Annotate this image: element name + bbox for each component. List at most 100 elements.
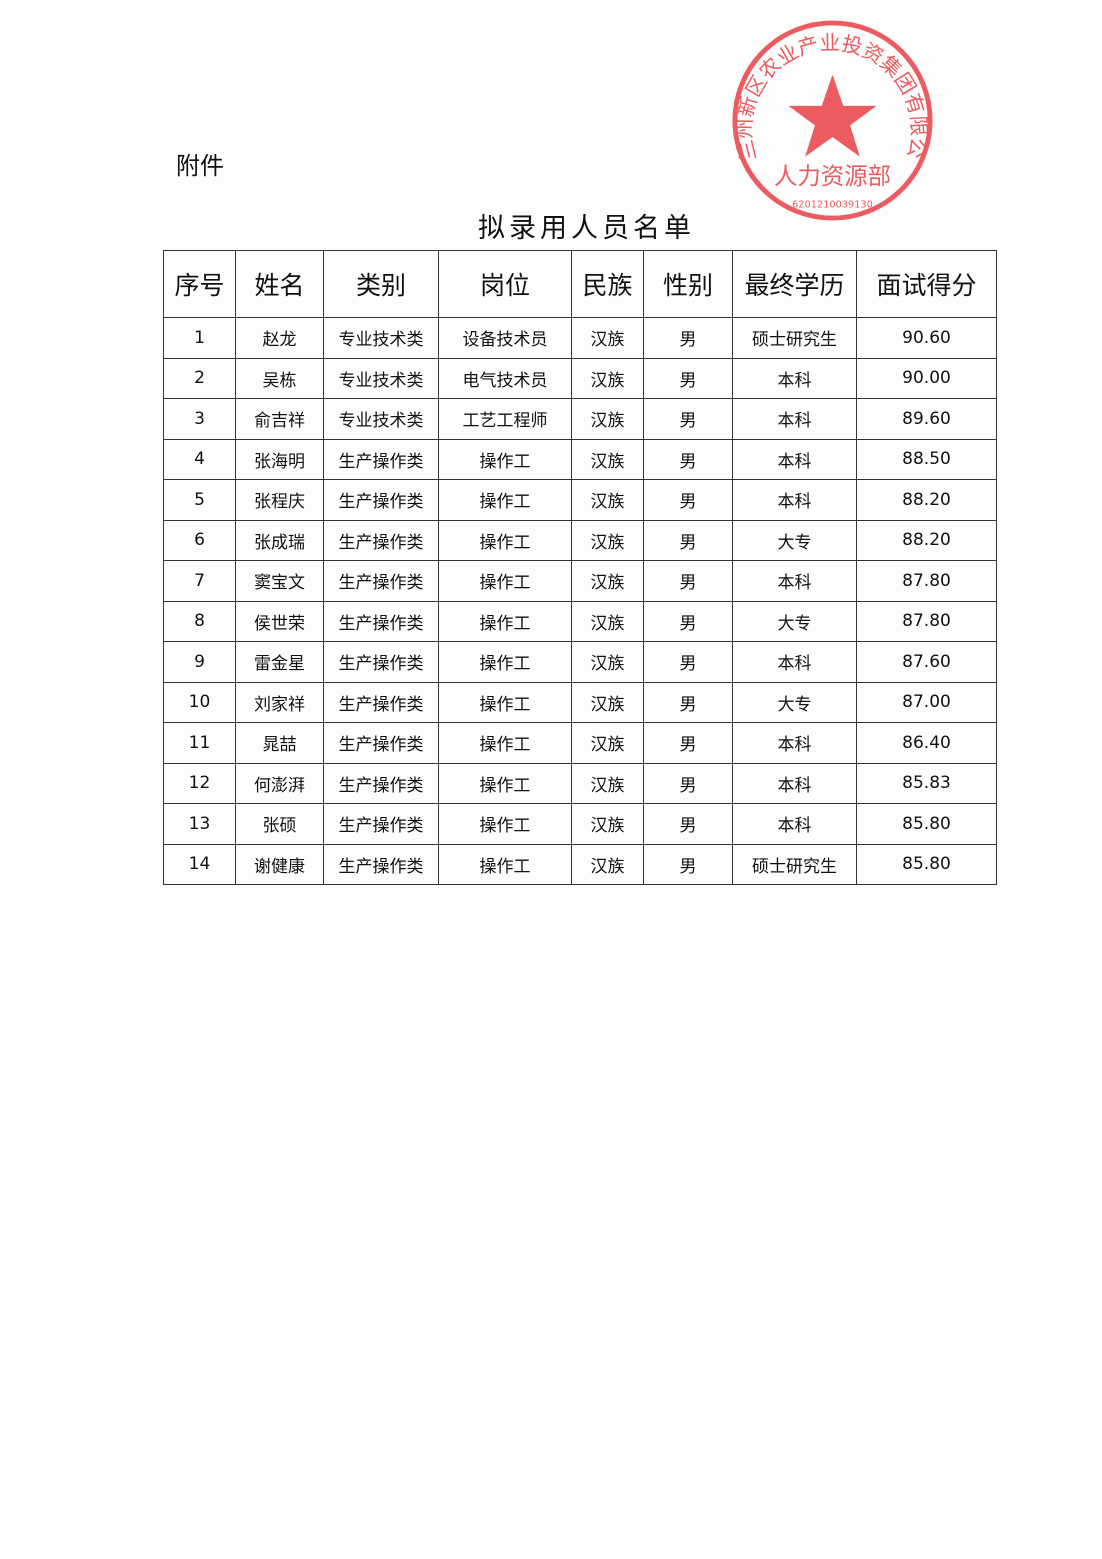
- table-cell: 晁喆: [235, 722, 324, 764]
- table-cell: 大专: [732, 681, 857, 723]
- table-cell: 操作工: [438, 600, 572, 642]
- table-cell: 87.00: [856, 681, 997, 723]
- table-cell: 87.80: [856, 560, 997, 602]
- column-header: 序号: [163, 250, 236, 318]
- table-row: 1 赵龙 专业技术类 设备技术员 汉族男硕士研究生 90.60: [163, 317, 997, 359]
- table-cell: 生产操作类: [323, 519, 439, 561]
- table-cell: 汉族: [571, 762, 644, 804]
- table-cell: 男: [643, 398, 733, 440]
- table-cell: 生产操作类: [323, 722, 439, 764]
- table-row: 5 张程庆 生产操作类 操作工 汉族男本科 88.20: [163, 479, 997, 521]
- table-cell: 汉族: [571, 357, 644, 399]
- table-cell: 5: [163, 479, 236, 521]
- column-header: 最终学历: [732, 250, 857, 318]
- table-cell: 操作工: [438, 722, 572, 764]
- column-header: 民族: [571, 250, 644, 318]
- table-cell: 男: [643, 803, 733, 845]
- table-cell: 男: [643, 317, 733, 359]
- table-row: 12 何澎湃 生产操作类 操作工 汉族男本科 85.83: [163, 762, 997, 804]
- table-cell: 硕士研究生: [732, 843, 857, 885]
- table-cell: 操作工: [438, 681, 572, 723]
- table-cell: 本科: [732, 479, 857, 521]
- table-cell: 生产操作类: [323, 560, 439, 602]
- table-cell: 操作工: [438, 762, 572, 804]
- table-cell: 专业技术类: [323, 357, 439, 399]
- table-cell: 吴栋: [235, 357, 324, 399]
- table-cell: 2: [163, 357, 236, 399]
- table-row: 10 刘家祥 生产操作类 操作工 汉族男大专 87.00: [163, 681, 997, 723]
- table-cell: 生产操作类: [323, 641, 439, 683]
- table-cell: 4: [163, 438, 236, 480]
- seal-code-text: 6201210039130: [792, 199, 873, 210]
- table-cell: 赵龙: [235, 317, 324, 359]
- table-row: 11 晁喆 生产操作类 操作工 汉族男本科 86.40: [163, 722, 997, 764]
- table-cell: 张成瑞: [235, 519, 324, 561]
- table-cell: 13: [163, 803, 236, 845]
- table-cell: 大专: [732, 519, 857, 561]
- table-cell: 88.20: [856, 479, 997, 521]
- table-cell: 1: [163, 317, 236, 359]
- table-cell: 汉族: [571, 317, 644, 359]
- table-cell: 男: [643, 479, 733, 521]
- table-row: 2 吴栋 专业技术类 电气技术员 汉族男本科 90.00: [163, 357, 997, 399]
- table-cell: 俞吉祥: [235, 398, 324, 440]
- table-cell: 3: [163, 398, 236, 440]
- table-cell: 汉族: [571, 519, 644, 561]
- table-cell: 本科: [732, 803, 857, 845]
- table-cell: 汉族: [571, 843, 644, 885]
- table-cell: 88.50: [856, 438, 997, 480]
- table-cell: 操作工: [438, 641, 572, 683]
- table-row: 6 张成瑞 生产操作类 操作工 汉族男大专 88.20: [163, 519, 997, 561]
- attachment-label: 附件: [176, 152, 224, 180]
- table-cell: 设备技术员: [438, 317, 572, 359]
- column-header: 性别: [643, 250, 733, 318]
- table-cell: 87.80: [856, 600, 997, 642]
- table-cell: 硕士研究生: [732, 317, 857, 359]
- column-header: 面试得分: [856, 250, 997, 318]
- table-cell: 85.83: [856, 762, 997, 804]
- table-cell: 男: [643, 641, 733, 683]
- table-cell: 操作工: [438, 479, 572, 521]
- table-cell: 6: [163, 519, 236, 561]
- table-cell: 89.60: [856, 398, 997, 440]
- table-cell: 操作工: [438, 519, 572, 561]
- table-cell: 本科: [732, 762, 857, 804]
- table-cell: 男: [643, 681, 733, 723]
- table-cell: 生产操作类: [323, 762, 439, 804]
- table-row: 3 俞吉祥 专业技术类 工艺工程师 汉族男本科 89.60: [163, 398, 997, 440]
- table-cell: 刘家祥: [235, 681, 324, 723]
- table-cell: 本科: [732, 438, 857, 480]
- table-row: 4 张海明 生产操作类 操作工 汉族男本科 88.50: [163, 438, 997, 480]
- table-cell: 男: [643, 762, 733, 804]
- table-cell: 生产操作类: [323, 843, 439, 885]
- seal-ring: [732, 20, 933, 221]
- table-cell: 本科: [732, 398, 857, 440]
- table-row: 9 雷金星 生产操作类 操作工 汉族男本科 87.60: [163, 641, 997, 683]
- table-cell: 操作工: [438, 803, 572, 845]
- table-cell: 汉族: [571, 681, 644, 723]
- table-cell: 操作工: [438, 560, 572, 602]
- table-cell: 8: [163, 600, 236, 642]
- table-cell: 张程庆: [235, 479, 324, 521]
- table-cell: 11: [163, 722, 236, 764]
- table-cell: 本科: [732, 641, 857, 683]
- table-cell: 生产操作类: [323, 681, 439, 723]
- table-cell: 本科: [732, 357, 857, 399]
- table-cell: 汉族: [571, 560, 644, 602]
- table-cell: 工艺工程师: [438, 398, 572, 440]
- column-header: 岗位: [438, 250, 572, 318]
- table-row: 13 张硕 生产操作类 操作工 汉族男本科 85.80: [163, 803, 997, 845]
- table-cell: 汉族: [571, 722, 644, 764]
- table-cell: 86.40: [856, 722, 997, 764]
- table-cell: 7: [163, 560, 236, 602]
- star-icon: [788, 74, 877, 157]
- table-cell: 生产操作类: [323, 479, 439, 521]
- table-cell: 男: [643, 600, 733, 642]
- table-cell: 本科: [732, 560, 857, 602]
- document-title: 拟录用人员名单: [478, 213, 695, 244]
- table-cell: 窦宝文: [235, 560, 324, 602]
- table-cell: 87.60: [856, 641, 997, 683]
- table-cell: 汉族: [571, 600, 644, 642]
- table-cell: 生产操作类: [323, 438, 439, 480]
